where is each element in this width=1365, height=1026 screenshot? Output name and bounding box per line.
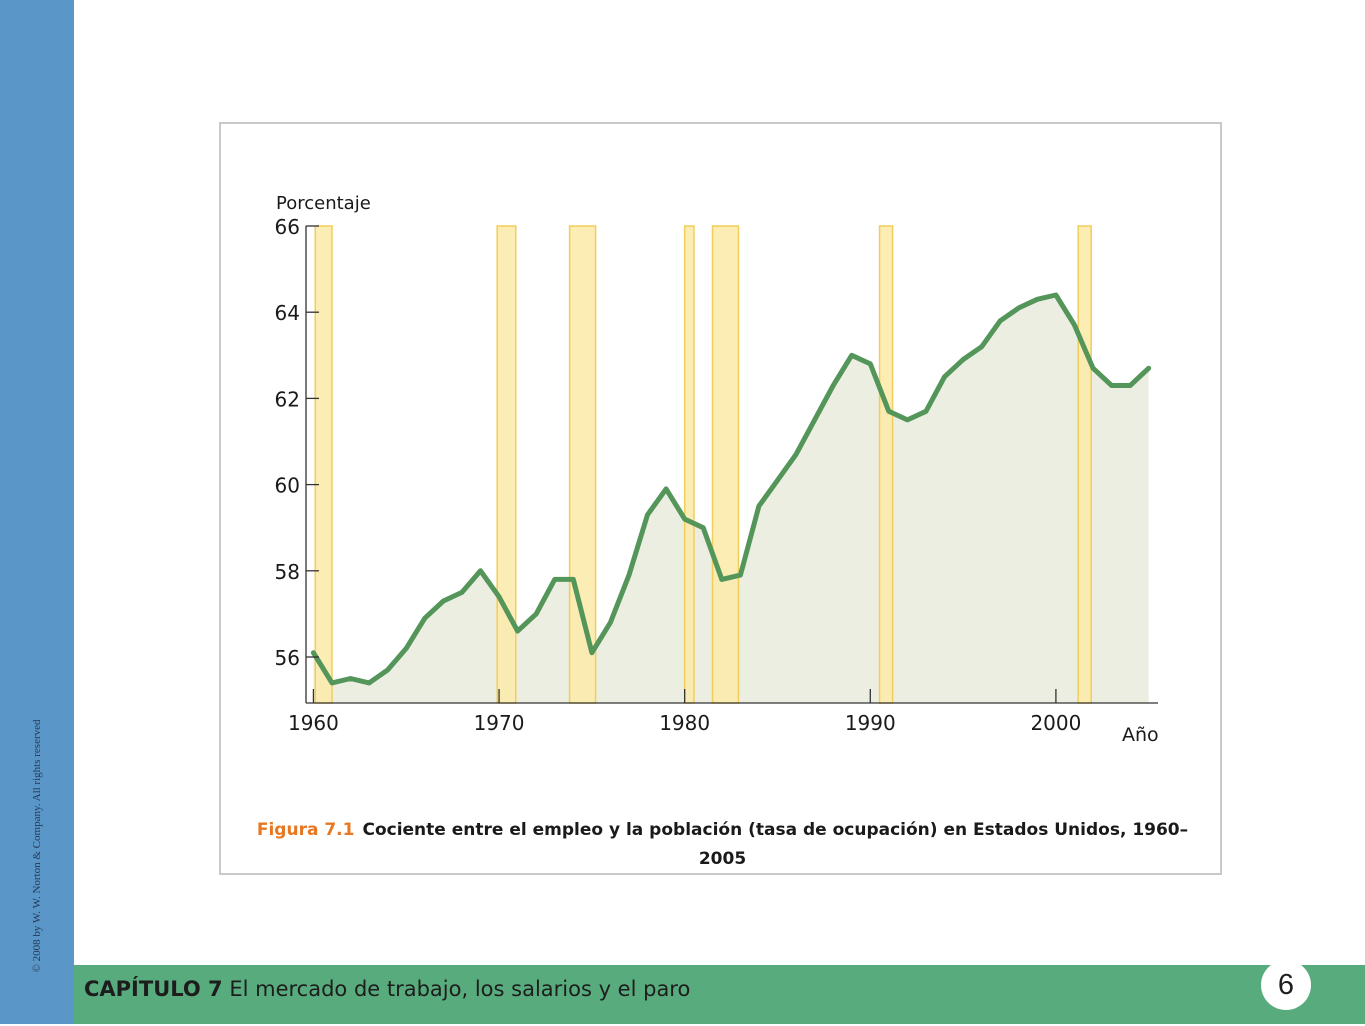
data-point-1968 <box>460 591 463 594</box>
data-point-1963 <box>368 681 371 684</box>
data-point-1970 <box>498 595 501 598</box>
data-point-2003 <box>1110 384 1113 387</box>
chapter-title-line: CAPÍTULO 7 El mercado de trabajo, los sa… <box>84 977 690 1001</box>
data-point-1982 <box>720 578 723 581</box>
x-axis-title: Año <box>1122 724 1159 746</box>
recession-band-6 <box>878 225 894 704</box>
y-tick-label-58: 58 <box>275 560 300 584</box>
x-tick-label-1980: 1980 <box>659 711 710 735</box>
chapter-number-badge: 6 <box>1261 960 1311 1010</box>
data-point-1984 <box>757 505 760 508</box>
data-point-1990 <box>869 362 872 365</box>
data-point-1965 <box>405 647 408 650</box>
data-point-2005 <box>1147 367 1150 370</box>
data-point-1961 <box>330 681 333 684</box>
recession-band-5 <box>711 225 740 704</box>
series-line <box>310 292 1152 686</box>
data-point-2002 <box>1092 367 1095 370</box>
data-point-1983 <box>739 574 742 577</box>
y-tick-label-66: 66 <box>275 215 300 239</box>
data-point-1998 <box>1017 306 1020 309</box>
y-tick-label-62: 62 <box>275 387 300 411</box>
data-point-1975 <box>590 651 593 654</box>
data-point-2001 <box>1073 324 1076 327</box>
data-point-2000 <box>1054 293 1057 296</box>
x-tick-label-1970: 1970 <box>474 711 525 735</box>
x-tick-label-1960: 1960 <box>288 711 339 735</box>
data-point-1977 <box>627 574 630 577</box>
chapter-label: CAPÍTULO 7 <box>84 977 223 1001</box>
data-point-1981 <box>702 526 705 529</box>
x-tick-label-1990: 1990 <box>845 711 896 735</box>
data-point-1974 <box>572 578 575 581</box>
figure-label: Figura 7.1 <box>256 820 355 840</box>
data-point-1986 <box>795 453 798 456</box>
data-point-1985 <box>776 479 779 482</box>
data-point-1989 <box>850 354 853 357</box>
left-sidebar <box>0 0 74 1024</box>
data-point-1997 <box>999 319 1002 322</box>
y-axis-title: Porcentaje <box>276 193 371 214</box>
x-tick-label-2000: 2000 <box>1030 711 1081 735</box>
data-point-1973 <box>553 578 556 581</box>
y-tick-label-56: 56 <box>275 646 300 670</box>
data-point-1972 <box>535 612 538 615</box>
recession-band-3 <box>568 225 597 704</box>
data-point-1980 <box>683 518 686 521</box>
data-point-1987 <box>813 418 816 421</box>
data-point-1966 <box>423 617 426 620</box>
y-tick-label-64: 64 <box>275 301 300 325</box>
recession-band-2 <box>496 225 517 704</box>
figure-caption: Figura 7.1 Cociente entre el empleo y la … <box>240 816 1205 874</box>
data-point-1979 <box>665 487 668 490</box>
data-point-1994 <box>943 375 946 378</box>
data-point-1962 <box>349 677 352 680</box>
data-point-1995 <box>962 358 965 361</box>
data-point-1969 <box>479 569 482 572</box>
axes: 56 58 60 62 64 66 1960 1970 1980 1990 2000 <box>275 215 1158 735</box>
data-point-1960 <box>312 651 315 654</box>
data-point-1996 <box>980 345 983 348</box>
data-point-1999 <box>1036 298 1039 301</box>
chapter-title: El mercado de trabajo, los salarios y el… <box>229 977 691 1001</box>
data-point-1988 <box>832 384 835 387</box>
data-point-1964 <box>386 668 389 671</box>
recession-band-1 <box>314 225 333 704</box>
data-point-1993 <box>924 410 927 413</box>
recession-band-7 <box>1077 225 1092 704</box>
data-point-1967 <box>442 599 445 602</box>
recession-band-4 <box>683 225 695 704</box>
series-line-group <box>310 292 1152 686</box>
figure-caption-text: Cociente entre el empleo y la población … <box>362 820 1189 869</box>
area-fill <box>313 295 1149 703</box>
y-tick-label-60: 60 <box>275 474 300 498</box>
area-under-line <box>313 295 1149 703</box>
data-point-1978 <box>646 513 649 516</box>
data-point-1991 <box>887 410 890 413</box>
data-point-1976 <box>609 621 612 624</box>
data-point-1971 <box>516 630 519 633</box>
data-point-2004 <box>1129 384 1132 387</box>
footer-bar <box>74 965 1365 1024</box>
data-point-1992 <box>906 418 909 421</box>
